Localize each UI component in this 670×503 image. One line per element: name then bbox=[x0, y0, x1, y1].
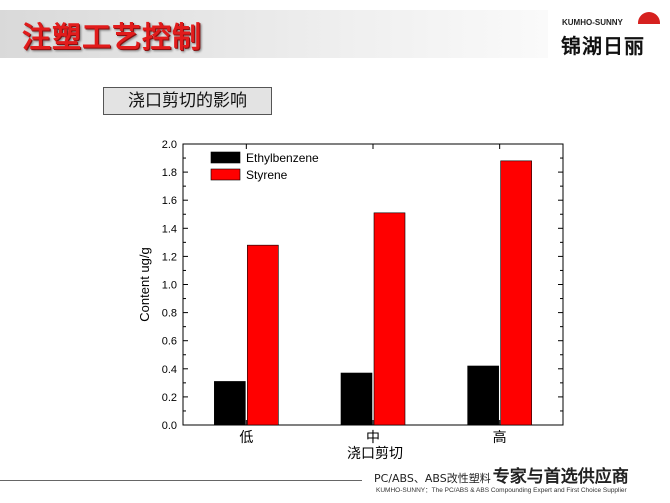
y-tick-label: 2.0 bbox=[162, 139, 177, 151]
y-tick-label: 0.0 bbox=[162, 420, 177, 432]
bar-styrene-2 bbox=[373, 212, 406, 426]
y-tick-label: 1.0 bbox=[162, 280, 177, 292]
x-axis-label: 浇口剪切 bbox=[347, 446, 403, 462]
legend-label-ethylbenzene: Ethylbenzene bbox=[246, 151, 319, 165]
page-title: 注塑工艺控制 bbox=[22, 20, 203, 54]
bar-styrene-3 bbox=[500, 160, 532, 426]
legend-swatch-ethylbenzene bbox=[210, 151, 241, 164]
footer-tagline: PC/ABS、ABS改性塑料 专家与首选供应商 bbox=[374, 462, 629, 487]
y-tick-label: 0.6 bbox=[162, 336, 177, 348]
header-band bbox=[0, 10, 548, 58]
y-tick-label: 1.6 bbox=[162, 195, 177, 207]
y-axis-label: Content ug/g bbox=[137, 247, 152, 321]
legend-swatch-styrene bbox=[210, 168, 241, 181]
footer-tagline-small: PC/ABS、ABS改性塑料 bbox=[374, 472, 491, 485]
y-tick-label: 0.2 bbox=[162, 392, 177, 404]
bar-ethylbenzene-1 bbox=[214, 381, 246, 426]
logo-chinese-name: 锦湖日丽 bbox=[561, 34, 645, 58]
x-tick-label: 高 bbox=[493, 429, 507, 446]
legend-label-styrene: Styrene bbox=[246, 168, 288, 182]
bar-ethylbenzene-3 bbox=[467, 365, 499, 426]
y-tick-label: 0.8 bbox=[162, 308, 177, 320]
logo-sun-icon bbox=[638, 12, 660, 24]
y-tick-label: 1.2 bbox=[162, 251, 177, 263]
y-tick-label: 1.8 bbox=[162, 167, 177, 179]
y-tick-label: 1.4 bbox=[162, 223, 177, 235]
section-label: 浇口剪切的影响 bbox=[103, 87, 272, 115]
y-tick-label: 0.4 bbox=[162, 364, 177, 376]
x-tick-label: 中 bbox=[366, 430, 380, 446]
logo-english-name: KUMHO-SUNNY bbox=[562, 18, 623, 27]
footer-subline: KUMHO-SUNNY：The PC/ABS & ABS Compounding… bbox=[376, 487, 627, 494]
footer-divider bbox=[0, 480, 362, 481]
company-logo: KUMHO-SUNNY 锦湖日丽 bbox=[560, 12, 664, 58]
x-tick-label: 低 bbox=[239, 430, 253, 446]
bar-styrene-1 bbox=[247, 244, 279, 426]
bar-ethylbenzene-2 bbox=[340, 372, 373, 426]
footer-tagline-big: 专家与首选供应商 bbox=[492, 467, 629, 487]
